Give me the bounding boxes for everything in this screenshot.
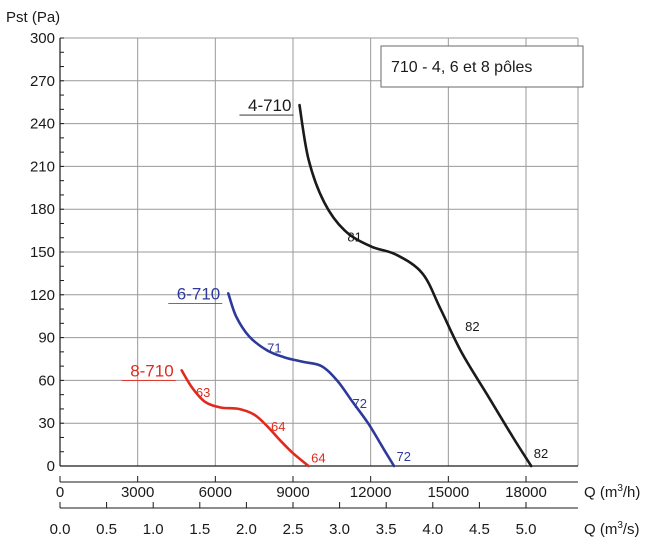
point-label: 81 — [347, 229, 361, 244]
point-label: 63 — [196, 385, 210, 400]
x-tick-label: 0 — [56, 484, 64, 501]
legend-note: 710 - 4, 6 et 8 pôles — [391, 59, 532, 76]
y-tick-label: 300 — [30, 30, 55, 47]
x-axis-title-m3h: Q (m3/h) — [584, 483, 640, 501]
x-tick-label: 9000 — [276, 484, 309, 501]
x-axis-title-m3s: Q (m3/s) — [584, 520, 640, 538]
x2-tick-label: 0.0 — [50, 521, 71, 538]
series-label: 8-710 — [130, 361, 173, 380]
point-label: 82 — [534, 446, 548, 461]
x-tick-label: 6000 — [199, 484, 232, 501]
y-tick-label: 240 — [30, 116, 55, 133]
x-tick-label: 12000 — [350, 484, 392, 501]
point-label: 72 — [397, 449, 411, 464]
x2-tick-label: 1.5 — [189, 521, 210, 538]
series: 4-710 81 82 82 6-710 71 72 72 8-710 63 64 64 — [121, 96, 548, 468]
x2-tick-label: 4.5 — [469, 521, 490, 538]
y-axis-title: Pst (Pa) — [6, 9, 60, 26]
y-tick-label: 210 — [30, 158, 55, 175]
y-tick-label: 150 — [30, 244, 55, 261]
point-label: 72 — [353, 396, 367, 411]
x2-tick-label: 2.5 — [283, 521, 304, 538]
series-label: 4-710 — [248, 96, 291, 115]
legend-box: 710 - 4, 6 et 8 pôles — [380, 45, 584, 88]
y-tick-label: 30 — [38, 415, 55, 432]
x-tick-label: 15000 — [427, 484, 469, 501]
x2-tick-label: 5.0 — [516, 521, 537, 538]
series-line-4-710 — [298, 103, 533, 468]
x2-tick-label: 0.5 — [96, 521, 117, 538]
point-label: 64 — [271, 419, 285, 434]
series-line-8-710 — [180, 369, 310, 468]
y-tick-label: 270 — [30, 73, 55, 90]
grid — [60, 37, 579, 466]
series-line-6-710 — [227, 292, 396, 468]
x2-tick-label: 3.0 — [329, 521, 350, 538]
x-tick-label: 18000 — [505, 484, 547, 501]
y-tick-label: 90 — [38, 330, 55, 347]
x-tick-label: 3000 — [121, 484, 154, 501]
x2-tick-label: 1.0 — [143, 521, 164, 538]
y-tick-label: 180 — [30, 201, 55, 218]
y-tick-label: 60 — [38, 372, 55, 389]
point-label: 71 — [267, 341, 281, 356]
y-tick-label: 0 — [47, 458, 55, 475]
point-label: 64 — [311, 450, 325, 465]
x2-tick-label: 3.5 — [376, 521, 397, 538]
point-label: 82 — [465, 319, 479, 334]
x2-tick-label: 4.0 — [422, 521, 443, 538]
x2-tick-label: 2.0 — [236, 521, 257, 538]
y-tick-label: 120 — [30, 287, 55, 304]
series-label: 6-710 — [177, 284, 220, 303]
